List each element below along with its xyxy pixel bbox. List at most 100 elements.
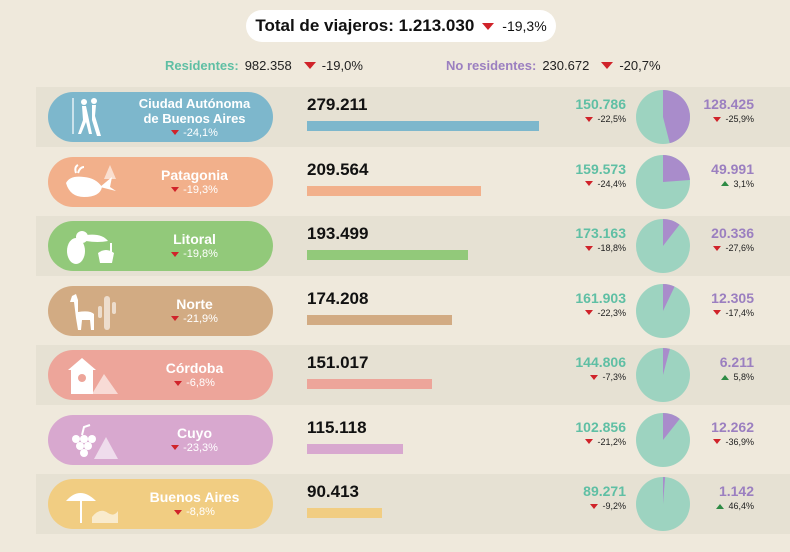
tango-dancers-icon (62, 96, 120, 138)
residents-block: 102.856 -21,2% (560, 419, 626, 447)
down-arrow-icon (585, 181, 594, 186)
residents-change: -9,2% (602, 501, 626, 511)
region-total-value: 193.499 (307, 224, 369, 243)
residents-change: -24,4% (597, 178, 626, 189)
region-total-value: 115.118 (307, 417, 367, 437)
down-arrow-icon (171, 251, 180, 257)
region-total-bar (307, 508, 383, 518)
total-travelers-pill: Total de viajeros: 1.213.030 -19,3% (246, 10, 556, 42)
down-arrow-icon (171, 316, 180, 321)
up-arrow-icon (721, 181, 730, 186)
share-pie (636, 412, 690, 467)
region-pill: Ciudad Autónoma de Buenos Aires -24,1% (48, 92, 273, 142)
down-arrow-icon (171, 130, 180, 135)
non-residents-block: 1.142 46,4% (690, 483, 754, 511)
non-residents-value: 49.991 (711, 160, 754, 177)
share-pie (636, 219, 690, 273)
residents-block: 150.786 -22,5% (560, 96, 626, 124)
pie-slice-non-residents (663, 219, 680, 246)
region-total-bar (307, 185, 482, 196)
residents-change: -22,3% (597, 307, 626, 318)
llama-icon (62, 290, 120, 332)
region-name: Patagonia (161, 166, 228, 183)
pie-slice-non-residents (663, 283, 675, 311)
region-total-value: 151.017 (307, 353, 369, 372)
non-residents-block: 6.211 5,8% (690, 354, 754, 382)
region-row: Norte -21,9% 174.208 161.903 -22,3% 12.305 -17… (0, 278, 790, 344)
region-pill: Buenos Aires -8,8% (48, 479, 273, 529)
region-pill: Patagonia -19,3% (48, 156, 273, 207)
residents-value: 102.856 (575, 418, 626, 435)
toucan-icon (62, 225, 120, 267)
non-residents-change: -17,4% (725, 307, 754, 318)
non-residents-value: 1.142 (718, 483, 754, 499)
region-name: Ciudad Autónoma de Buenos Aires (138, 95, 251, 126)
down-arrow-icon (713, 116, 722, 122)
down-arrow-icon (174, 380, 183, 386)
residents-value: 159.573 (575, 160, 626, 177)
region-change: -24,1% (183, 126, 218, 139)
residents-block: 144.806 -7,3% (560, 354, 626, 382)
region-change: -8,8% (186, 506, 215, 518)
non-residents-change: 46,4% (728, 501, 754, 511)
non-residents-block: 20.336 -27,6% (690, 225, 754, 253)
region-total-bar (307, 314, 452, 325)
residents-value: 173.163 (575, 225, 626, 241)
share-pie (636, 90, 690, 144)
non-residents-block: 49.991 3,1% (690, 161, 754, 189)
region-change: -23,3% (183, 441, 218, 454)
down-arrow-icon (482, 22, 495, 30)
cuckoo-clock-icon (62, 354, 120, 396)
non-residents-value: 128.425 (703, 96, 754, 112)
pie-slice-non-residents (663, 154, 690, 182)
residents-value: 89.271 (583, 483, 626, 499)
residents-change: -18,8% (597, 243, 626, 253)
non-residents-change: -20,7% (619, 58, 661, 73)
pie-slice-non-residents (663, 477, 666, 504)
beach-umbrella-icon (62, 483, 120, 525)
residents-block: 89.271 -9,2% (560, 483, 626, 511)
residents-label: Residentes: (165, 58, 239, 73)
pie-slice-non-residents (663, 90, 690, 144)
down-arrow-icon (303, 62, 316, 69)
non-residents-value: 12.262 (711, 418, 754, 435)
residents-change: -19,0% (321, 58, 363, 73)
region-total-value: 90.413 (307, 482, 359, 501)
down-arrow-icon (713, 245, 722, 251)
down-arrow-icon (601, 62, 614, 69)
region-change: -6,8% (186, 377, 215, 389)
residents-summary: Residentes: 982.358 -19,0% (165, 58, 363, 73)
region-pill: Cuyo -23,3% (48, 414, 273, 465)
pie-slice-non-residents (663, 348, 670, 375)
non-residents-summary: No residentes: 230.672 -20,7% (446, 58, 661, 73)
non-residents-change: 5,8% (733, 372, 754, 382)
region-name: Litoral (173, 231, 216, 247)
total-change: -19,3% (502, 18, 547, 34)
down-arrow-icon (585, 245, 594, 251)
region-change: -19,8% (183, 248, 218, 260)
region-row: Córdoba -6,8% 151.017 144.806 -7,3% 6.211 5,8% (0, 342, 790, 408)
down-arrow-icon (585, 439, 594, 444)
down-arrow-icon (171, 445, 180, 450)
region-row: Patagonia -19,3% 209.564 159.573 -24,4% 49.99… (0, 149, 790, 215)
region-total-bar (307, 250, 468, 260)
residents-block: 161.903 -22,3% (560, 290, 626, 318)
non-residents-block: 12.305 -17,4% (690, 290, 754, 318)
residents-block: 173.163 -18,8% (560, 225, 626, 253)
residents-change: -22,5% (597, 114, 626, 124)
non-residents-value: 230.672 (542, 58, 590, 73)
region-pill: Córdoba -6,8% (48, 350, 273, 400)
grapes-icon (62, 419, 120, 461)
region-total-bar (307, 379, 433, 389)
total-travelers-label: Total de viajeros: 1.213.030 (255, 16, 475, 35)
residents-block: 159.573 -24,4% (560, 161, 626, 189)
region-row: Litoral -19,8% 193.499 173.163 -18,8% 20.336 -… (0, 213, 790, 279)
down-arrow-icon (590, 503, 599, 509)
non-residents-value: 6.211 (719, 354, 754, 370)
region-name: Córdoba (165, 360, 224, 376)
region-row: Ciudad Autónoma de Buenos Aires -24,1% 279… (0, 84, 790, 150)
non-residents-block: 12.262 -36,9% (690, 419, 754, 447)
down-arrow-icon (713, 439, 722, 444)
region-total-bar (307, 121, 539, 131)
down-arrow-icon (590, 374, 599, 380)
